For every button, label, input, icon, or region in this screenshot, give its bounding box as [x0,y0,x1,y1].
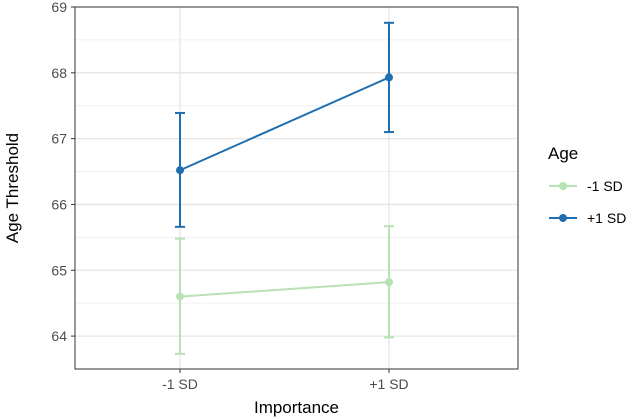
y-tick-label: 64 [51,328,67,344]
axes: 64 65 66 67 68 69 -1 SD +1 SD [51,0,408,392]
legend-label: -1 SD [587,178,623,194]
data-point [176,292,184,301]
y-tick-label: 67 [51,131,67,147]
legend-title: Age [548,144,578,163]
y-tick-label: 68 [51,65,67,81]
legend-key-point [559,214,567,222]
y-tick-label: 69 [51,0,67,15]
y-tick-label: 66 [51,196,67,212]
plot-panel-border [74,6,519,370]
data-point [385,73,393,82]
legend-key-point [559,182,567,190]
legend-item: -1 SD [549,178,623,194]
series [175,21,394,228]
series [175,225,394,355]
data-point [176,166,184,175]
series-line [179,281,390,298]
series-layer [175,21,394,355]
data-point [385,278,393,287]
y-tick-label: 65 [51,262,67,278]
x-tick-label: -1 SD [162,376,198,392]
x-tick-label: +1 SD [369,376,408,392]
series-line [179,76,390,172]
x-axis-title: Importance [254,398,339,417]
legend-item: +1 SD [549,210,626,226]
legend: Age -1 SD +1 SD [548,144,626,226]
grid [75,6,518,369]
legend-label: +1 SD [587,210,626,226]
y-axis-title: Age Threshold [3,133,22,243]
